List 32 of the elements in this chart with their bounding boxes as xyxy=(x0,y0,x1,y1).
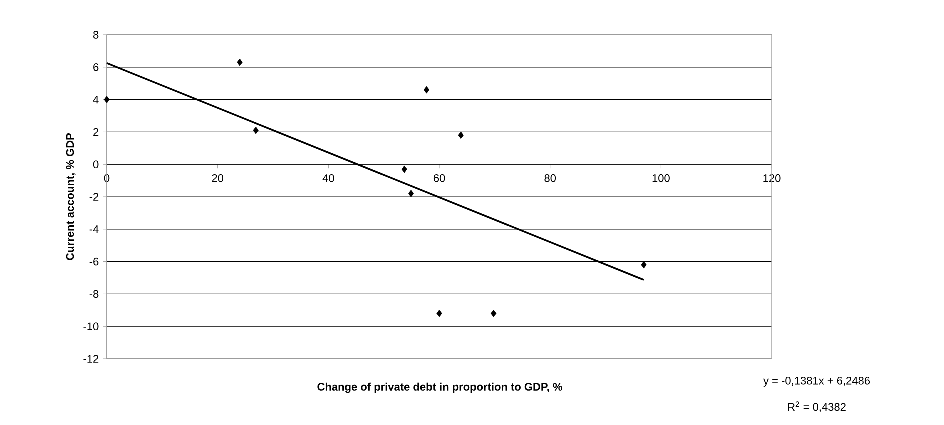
point xyxy=(402,166,408,174)
x-tick-label: 80 xyxy=(544,174,556,182)
point xyxy=(408,190,414,198)
x-tick-label: 120 xyxy=(764,174,781,182)
y-tick-label: 4 xyxy=(93,96,99,104)
text: R$^{2}$ = 0,4382 xyxy=(788,402,846,412)
point xyxy=(458,132,464,140)
y-axis-title: Current account, % GDP xyxy=(66,134,76,260)
point xyxy=(424,86,430,94)
text: y = -0,1381x + 6,2486 xyxy=(764,377,870,387)
y-tick-label: -8 xyxy=(90,290,99,298)
y-tick-label: 0 xyxy=(93,160,99,168)
point xyxy=(490,310,497,318)
y-tick-label: -2 xyxy=(90,193,99,201)
y-tick-label: -4 xyxy=(90,226,99,234)
x-tick-label: 20 xyxy=(212,174,224,182)
x-axis-title: Change of private debt in proportion to GDP, % xyxy=(318,382,562,394)
x-tick-label: 0 xyxy=(104,174,110,182)
y-tick-label: 6 xyxy=(94,63,99,72)
point xyxy=(641,261,647,269)
y-tick-label: 2 xyxy=(94,128,99,136)
x-tick-label: 60 xyxy=(434,174,446,182)
x-tick-label: 40 xyxy=(322,174,334,182)
y-tick-label: -6 xyxy=(90,258,99,266)
y-tick-label: -10 xyxy=(84,322,99,330)
y-tick-label: 8 xyxy=(94,31,99,39)
point xyxy=(237,58,243,66)
point xyxy=(104,96,110,104)
x-tick-label: 100 xyxy=(652,174,670,182)
point xyxy=(253,126,259,134)
y-tick-label: -12 xyxy=(84,355,99,363)
point xyxy=(436,310,442,318)
